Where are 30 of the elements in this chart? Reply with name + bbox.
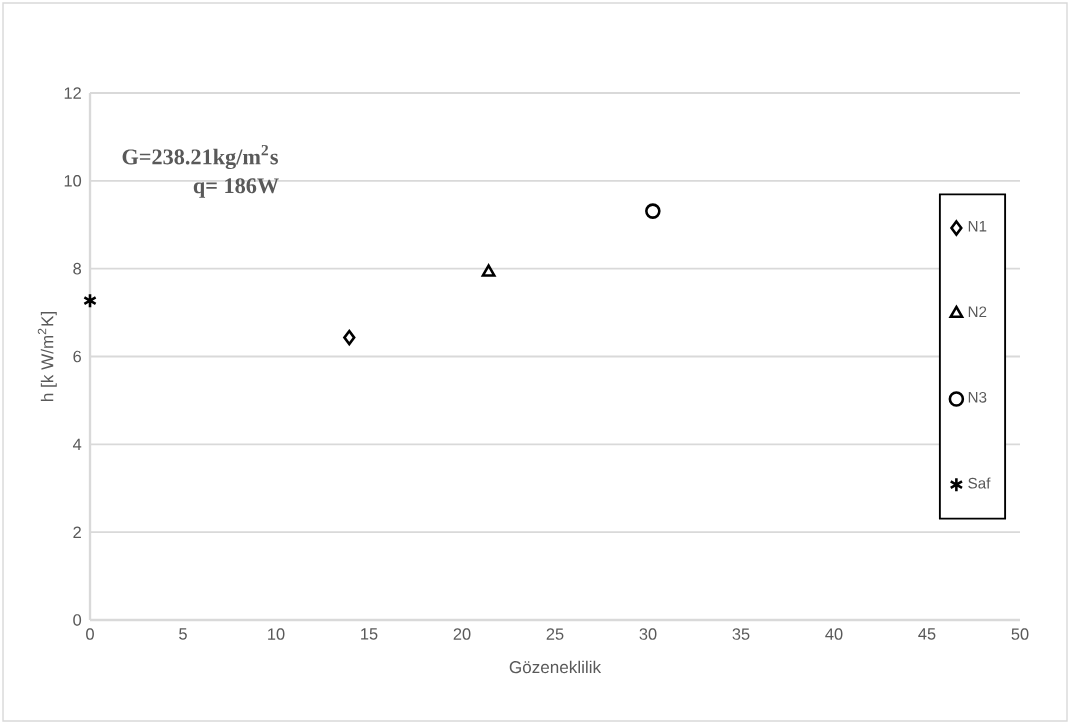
point: [481, 264, 496, 277]
x-tick-label: 30: [639, 628, 657, 640]
x-tick-label: 45: [918, 628, 936, 640]
legend-label: N2: [968, 306, 987, 318]
x-tick-label: 5: [179, 628, 187, 640]
legend-label: Saf: [968, 477, 991, 489]
x-tick-label: 35: [732, 628, 750, 640]
y-tick-label: 2: [73, 526, 81, 538]
x-tick-label: 50: [1011, 628, 1029, 640]
legend-label: N3: [968, 391, 987, 403]
point: [645, 203, 661, 219]
y-tick-label: 8: [73, 262, 82, 275]
y-tick-label: 12: [64, 87, 81, 99]
point: [343, 329, 356, 346]
point: [83, 292, 97, 309]
legend-label: N1: [968, 221, 987, 232]
x-tick-label: 0: [86, 628, 94, 640]
y-tick-label: 10: [64, 175, 82, 187]
x-tick-label: 10: [268, 628, 285, 640]
x-tick-label: 40: [825, 628, 843, 640]
x-tick-label: 15: [361, 628, 378, 640]
y-tick-label: 6: [73, 350, 81, 363]
x-tick-label: 25: [546, 628, 564, 640]
y-tick-label: 0: [73, 614, 82, 626]
y-tick-label: 4: [72, 438, 82, 450]
y-axis-title: h [k W/m$^{2}$K]: [37, 311, 57, 402]
x-tick-label: 20: [453, 628, 471, 640]
annotation: G=238.21kg/m$^{2}$s: [122, 144, 278, 170]
annotation: q= 186W: [193, 178, 279, 198]
x-axis-title: Gözeneklilik: [509, 660, 602, 674]
